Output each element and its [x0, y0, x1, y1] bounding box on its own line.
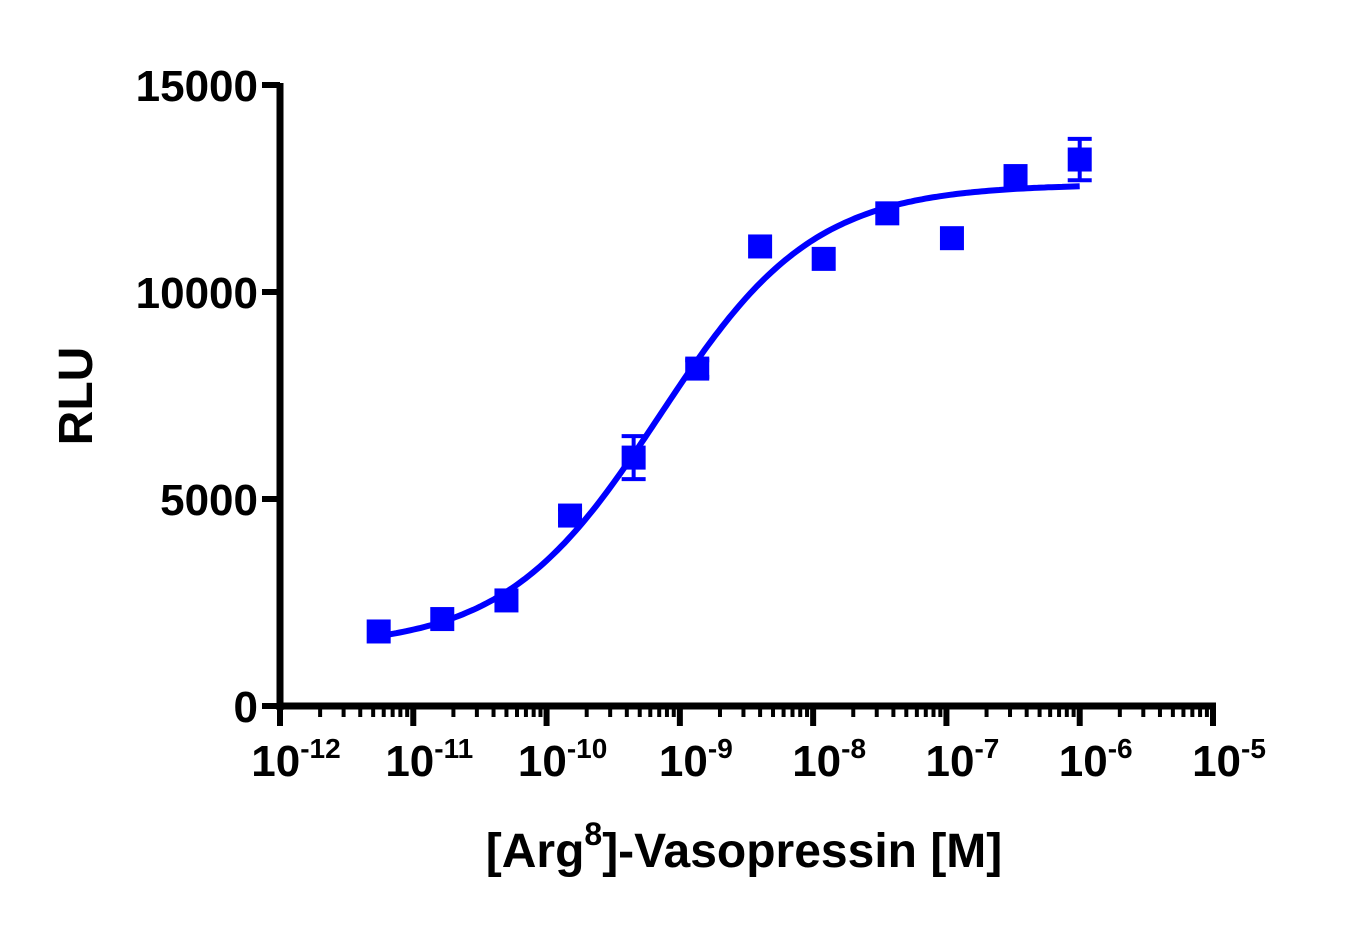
- x-axis-label-prefix: [Arg: [486, 825, 585, 878]
- y-tick-label: 5000: [160, 476, 258, 525]
- data-point: [430, 607, 455, 632]
- x-tick-label: 10-12: [251, 733, 340, 786]
- data-point: [494, 588, 519, 613]
- y-axis-label: RLU: [50, 347, 103, 446]
- x-axis-label-suffix: ]-Vasopressin [M]: [602, 825, 1002, 878]
- data-point: [1067, 147, 1092, 172]
- x-tick-label: 10-10: [518, 733, 607, 786]
- x-tick-label: 10-7: [925, 733, 999, 786]
- x-axis-label: [Arg8]-Vasopressin [M]: [486, 816, 1003, 878]
- data-point: [558, 503, 583, 528]
- data-point: [748, 234, 773, 259]
- x-tick-label: 10-5: [1192, 733, 1266, 786]
- fit-curve: [378, 183, 1080, 640]
- x-axis-label-sup: 8: [584, 816, 602, 852]
- y-tick-label: 10000: [136, 269, 258, 318]
- data-point: [811, 246, 836, 271]
- x-tick-label: 10-6: [1059, 733, 1133, 786]
- axes: 0 5000 10000 15000 10-12 10-11 10-10 10-9 10-8 10…: [136, 62, 1266, 786]
- data-marks: [366, 136, 1092, 644]
- data-point: [685, 356, 710, 381]
- data-point: [1003, 164, 1028, 189]
- x-tick-label: 10-9: [659, 733, 733, 786]
- data-point: [621, 445, 646, 470]
- y-tick-label: 15000: [136, 62, 258, 111]
- y-tick-label: 0: [234, 683, 258, 732]
- x-tick-label: 10-11: [385, 733, 473, 786]
- data-point: [875, 201, 900, 226]
- x-tick-label: 10-8: [792, 733, 866, 786]
- data-point: [939, 226, 964, 251]
- data-point: [366, 619, 391, 644]
